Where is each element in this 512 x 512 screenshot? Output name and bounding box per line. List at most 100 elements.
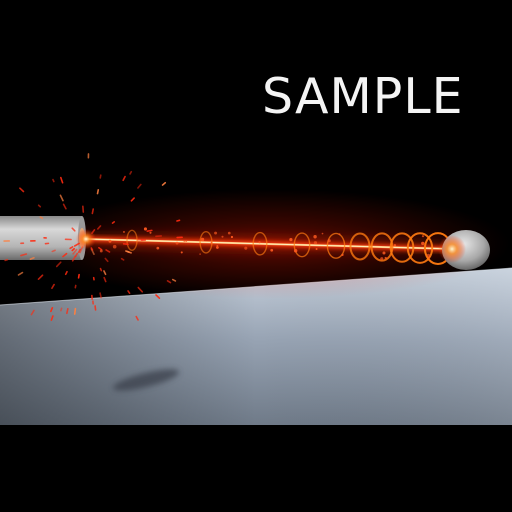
beam-particle — [382, 251, 386, 255]
beam-particle — [244, 246, 248, 250]
beam-particle — [123, 231, 125, 233]
watermark-text: SAMPLE — [262, 68, 464, 125]
spark-particle — [62, 252, 68, 258]
beam-particle — [380, 257, 384, 261]
beam-particle — [99, 249, 103, 253]
beam-particle — [393, 244, 397, 247]
spark-particle — [52, 178, 55, 183]
spark-particle — [50, 315, 54, 321]
spark-particle — [99, 292, 102, 299]
spark-particle — [129, 170, 133, 175]
muzzle-flare — [76, 229, 96, 249]
spark-particle — [66, 308, 69, 315]
spark-particle — [99, 174, 102, 179]
beam-particle — [230, 235, 234, 239]
spark-particle — [146, 229, 153, 232]
beam-particle — [221, 235, 224, 238]
spark-particle — [71, 247, 75, 252]
spark-particle — [73, 242, 80, 247]
beam-particle — [293, 249, 298, 253]
beam-particle — [180, 251, 183, 254]
beam-particle — [421, 241, 425, 246]
beam-particle — [200, 237, 205, 242]
energy-ring — [389, 232, 415, 263]
spark-particle — [72, 248, 78, 255]
beam-particle — [108, 239, 112, 243]
spark-particle — [71, 227, 76, 232]
spark-particle — [69, 246, 74, 250]
spark-particle — [62, 203, 67, 210]
energy-rings-icon — [126, 229, 453, 265]
spark-particle — [91, 208, 95, 215]
beam-particle — [216, 244, 219, 247]
spark-particle — [122, 243, 129, 246]
spark-particle — [103, 270, 107, 276]
beam-particle — [327, 239, 331, 243]
spark-particle — [79, 246, 84, 254]
spark-particle — [77, 273, 80, 279]
spark-particle — [60, 176, 64, 184]
beam-particle — [384, 256, 387, 260]
energy-ring — [252, 231, 268, 256]
spark-particle — [135, 315, 139, 321]
beam-particle — [289, 238, 293, 242]
spark-particle — [97, 225, 102, 230]
beam-particle — [199, 253, 201, 255]
spark-particle — [137, 183, 142, 189]
energy-ring — [349, 232, 371, 261]
spark-particle — [155, 294, 161, 299]
floor-shadow-icon — [112, 369, 180, 391]
beam-particle — [315, 247, 318, 250]
spark-particle — [125, 250, 130, 253]
beam-particle — [421, 235, 425, 238]
spark-particle — [137, 286, 144, 293]
spark-particle — [55, 261, 62, 268]
spark-particle — [37, 204, 42, 208]
spark-particle — [77, 248, 81, 253]
spark-particle — [96, 189, 100, 195]
spark-particle — [19, 187, 25, 193]
spark-particle — [105, 249, 111, 253]
spark-particle — [171, 278, 177, 282]
spark-particle — [30, 309, 35, 316]
beam-particle — [227, 231, 231, 235]
spark-particle — [122, 175, 126, 182]
spark-particle — [176, 219, 181, 222]
beam-particle — [338, 233, 341, 236]
beam-particle — [210, 241, 213, 244]
spark-particle — [127, 290, 131, 294]
spark-particle — [51, 249, 56, 253]
energy-ring — [293, 232, 311, 258]
beam-particle — [183, 240, 186, 243]
spark-particle — [90, 247, 94, 251]
impact-flare — [438, 235, 466, 263]
spark-particle — [120, 257, 125, 261]
spark-particle — [20, 253, 28, 257]
beam-particle — [216, 246, 219, 249]
spark-particle — [4, 258, 9, 262]
spark-particle — [103, 276, 107, 283]
spark-particle — [60, 307, 63, 312]
energy-ring — [326, 232, 346, 259]
spark-particle — [166, 280, 172, 284]
spark-particle — [130, 197, 135, 202]
beam-particle — [341, 253, 344, 257]
beam-particle — [112, 244, 117, 249]
beam-particle — [428, 256, 431, 259]
spark-particle — [161, 181, 167, 186]
spark-particle — [99, 267, 103, 272]
energy-ring — [370, 232, 394, 262]
beam-particle — [313, 235, 317, 239]
beam-particle — [156, 246, 160, 250]
spark-particle — [37, 274, 44, 280]
beam-particle — [321, 232, 324, 235]
beam-particle — [143, 227, 148, 231]
beam-particle — [175, 241, 179, 245]
spark-particle — [98, 246, 103, 251]
spark-particle — [29, 256, 35, 260]
beam-particle — [270, 248, 274, 252]
energy-ring — [406, 232, 434, 264]
spark-particle — [59, 194, 64, 202]
spark-particle — [39, 216, 44, 220]
spark-particle — [71, 255, 76, 262]
